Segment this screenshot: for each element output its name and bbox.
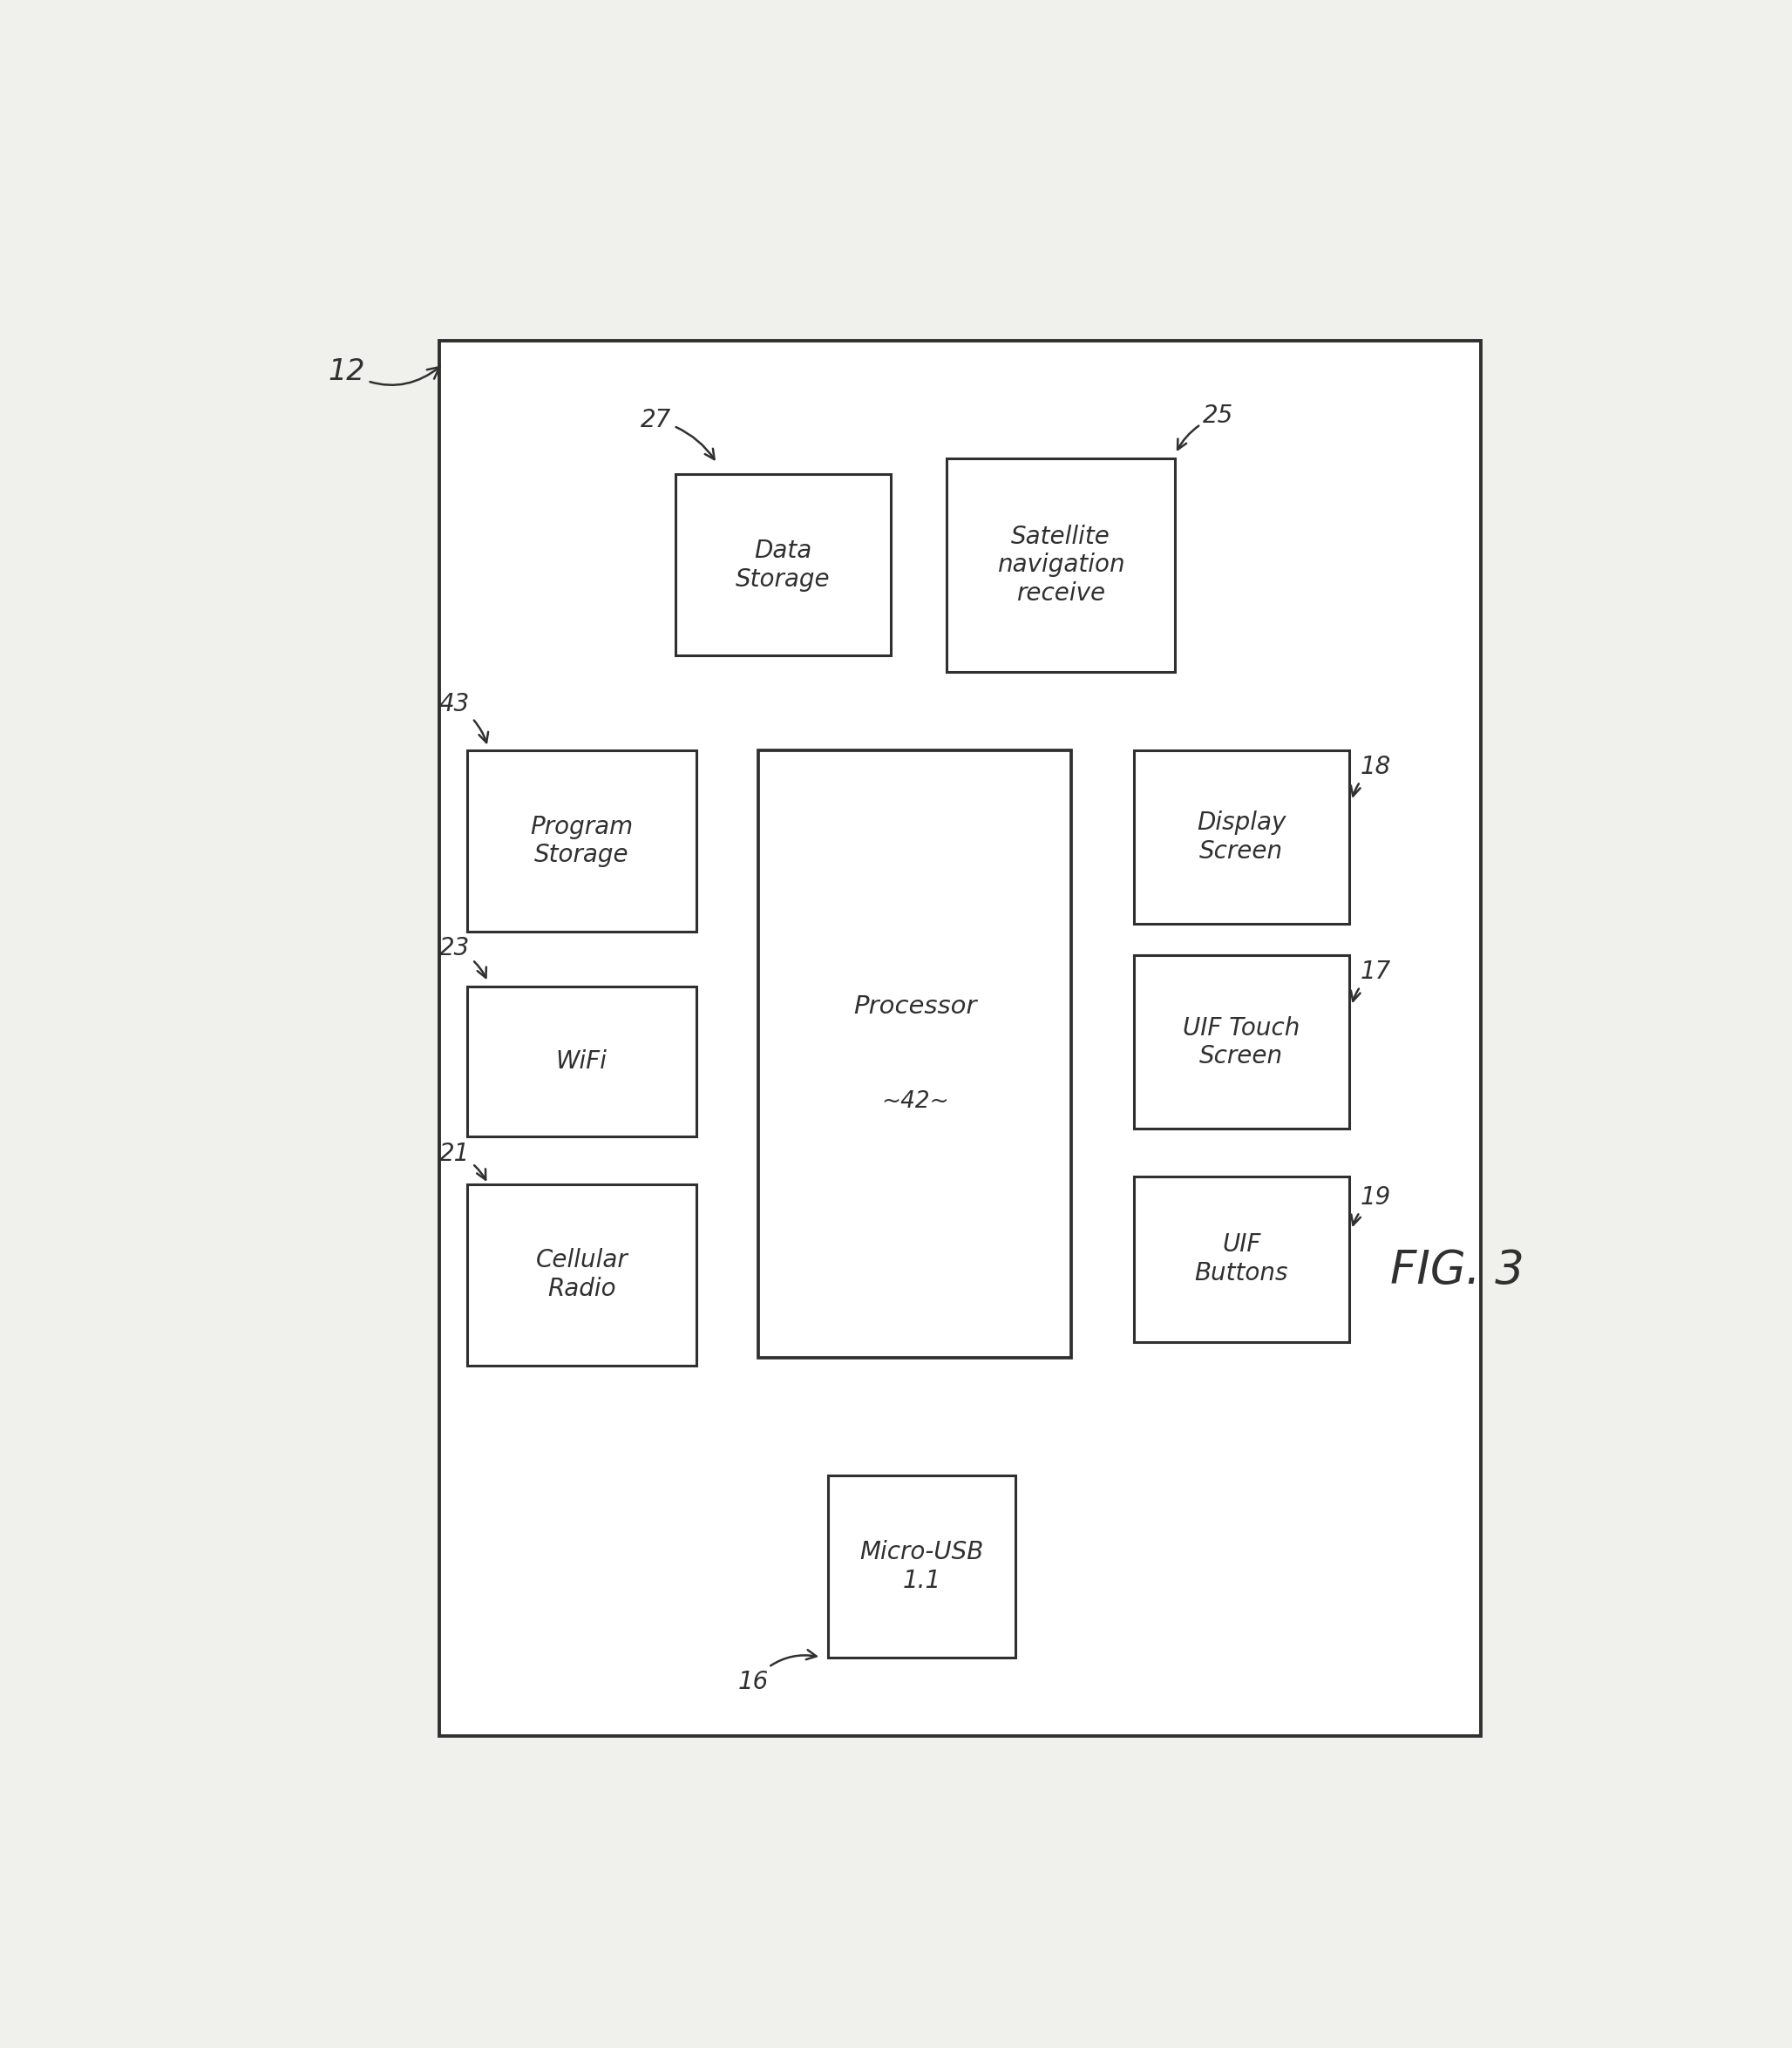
Text: WiFi: WiFi — [556, 1051, 607, 1073]
Text: Program
Storage: Program Storage — [530, 815, 633, 868]
Bar — [468, 1184, 697, 1366]
Bar — [1134, 750, 1349, 924]
Text: Processor: Processor — [853, 995, 977, 1018]
Text: Satellite
navigation
receive: Satellite navigation receive — [996, 524, 1125, 606]
Text: 21: 21 — [439, 1141, 486, 1180]
Text: 27: 27 — [642, 408, 715, 459]
Text: Micro-USB
1.1: Micro-USB 1.1 — [860, 1540, 984, 1593]
Text: 43: 43 — [439, 692, 487, 743]
Text: Data
Storage: Data Storage — [737, 539, 830, 592]
Text: 25: 25 — [1177, 403, 1235, 451]
Text: 16: 16 — [738, 1651, 817, 1694]
Text: Cellular
Radio: Cellular Radio — [536, 1249, 627, 1300]
Text: 17: 17 — [1351, 961, 1391, 1001]
Bar — [758, 750, 1072, 1358]
Text: 12: 12 — [328, 356, 439, 385]
Bar — [946, 459, 1176, 672]
Bar — [1134, 954, 1349, 1128]
Text: 19: 19 — [1351, 1186, 1391, 1225]
Bar — [828, 1477, 1016, 1657]
Text: ~42~: ~42~ — [882, 1090, 948, 1112]
Bar — [439, 340, 1480, 1737]
Bar — [1134, 1176, 1349, 1341]
Bar — [468, 987, 697, 1137]
Text: 18: 18 — [1351, 756, 1391, 797]
Text: 23: 23 — [439, 936, 486, 977]
Text: UIF
Buttons: UIF Buttons — [1195, 1233, 1288, 1286]
Text: Display
Screen: Display Screen — [1197, 811, 1287, 864]
Text: FIG. 3: FIG. 3 — [1391, 1247, 1525, 1294]
Bar — [468, 750, 697, 932]
Text: UIF Touch
Screen: UIF Touch Screen — [1183, 1016, 1299, 1069]
Bar — [676, 475, 891, 655]
